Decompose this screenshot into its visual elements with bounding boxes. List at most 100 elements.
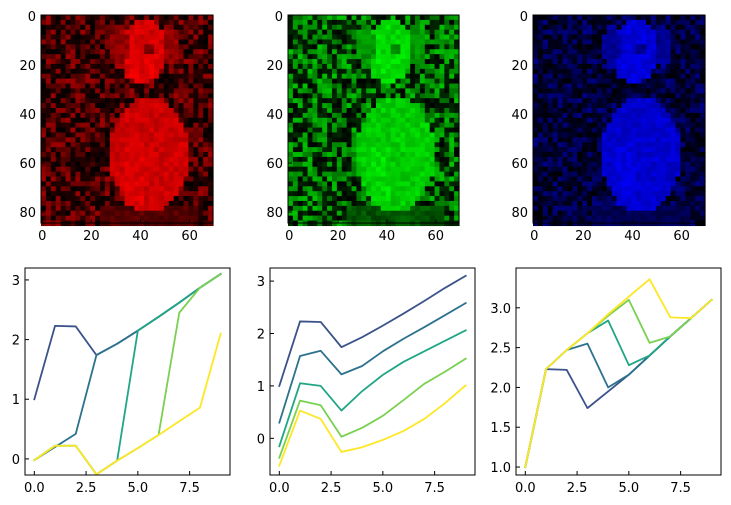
pixel-block [124,68,131,75]
pixel-block [533,39,539,45]
pixel-block [193,117,199,124]
pixel-block [636,103,642,109]
pixel-block [173,147,180,153]
pixel-block [292,34,299,41]
pixel-block [675,68,682,75]
pixel-block [292,117,299,124]
pixel-block [641,117,647,124]
pixel-block [119,191,126,197]
pixel-block [410,103,416,109]
pixel-block [134,107,140,114]
pixel-block [567,83,573,90]
pixel-block [144,98,150,104]
pixel-block [114,15,121,21]
pixel-block [119,98,126,104]
pixel-block [587,176,593,182]
pixel-block [582,88,588,94]
pixel-block [616,191,623,197]
pixel-block [572,171,578,178]
pixel-block [444,24,450,31]
pixel-block [45,103,52,109]
pixel-block [596,44,603,50]
pixel-block [557,132,564,138]
pixel-block [168,34,175,41]
pixel-block [154,171,160,178]
pixel-block [327,44,333,50]
pixel-block [572,156,578,163]
pixel-block [695,132,701,138]
pixel-block [134,156,140,163]
pixel-block [695,127,701,134]
pixel-block [385,78,392,85]
pixel-block [626,147,632,153]
pixel-block [124,73,131,80]
pixel-block [70,142,76,148]
pixel-block [444,68,450,75]
pixel-block [198,88,204,94]
pixel-block [178,29,185,36]
pixel-block [665,176,672,182]
pixel-block [685,117,691,124]
pixel-block [680,24,686,31]
pixel-block [690,15,696,21]
pixel-block [149,147,155,153]
pixel-block [149,15,155,21]
pixel-block [611,196,618,202]
pixel-block [346,161,353,168]
pixel-block [650,49,657,55]
pixel-block [60,210,67,217]
pixel-block [577,117,583,124]
pixel-block [124,29,131,36]
pixel-block [297,152,304,158]
pixel-block [70,181,76,187]
pixel-block [695,29,701,36]
pixel-block [198,103,204,109]
pixel-block [636,117,642,124]
pixel-block [542,93,549,99]
pixel-block [606,34,613,41]
pixel-block [371,127,377,134]
pixel-block [371,161,377,168]
pixel-block [572,127,578,134]
pixel-block [685,54,691,60]
pixel-block [542,103,549,109]
pixel-block [380,152,387,158]
pixel-block [109,112,116,119]
pixel-block [650,44,657,50]
pixel-block [587,186,593,192]
pixel-block [178,181,185,187]
pixel-block [650,93,657,99]
pixel-block [168,156,175,163]
pixel-block [149,117,155,124]
pixel-block [675,200,682,207]
pixel-block [193,59,199,65]
pixel-block [203,68,209,75]
pixel-block [129,103,135,109]
pixel-block [50,83,57,90]
pixel-block [292,93,299,99]
pixel-block [109,152,116,158]
pixel-block [80,132,86,138]
pixel-block [41,78,47,85]
pixel-block [183,210,190,217]
pixel-block [193,122,199,129]
pixel-block [356,186,362,192]
pixel-block [168,152,175,158]
pixel-block [606,132,613,138]
pixel-block [533,137,539,143]
pixel-block [670,44,677,50]
pixel-block [424,15,431,21]
pixel-block [601,181,608,187]
pixel-block [646,78,652,85]
pixel-block [626,176,632,182]
pixel-block [351,98,357,104]
pixel-block [405,54,411,60]
pixel-block [336,176,343,182]
pixel-block [601,103,608,109]
pixel-block [596,171,603,178]
pixel-block [104,200,111,207]
pixel-block [533,78,539,85]
pixel-block [312,34,318,41]
pixel-block [163,63,170,70]
pixel-block [124,54,131,60]
